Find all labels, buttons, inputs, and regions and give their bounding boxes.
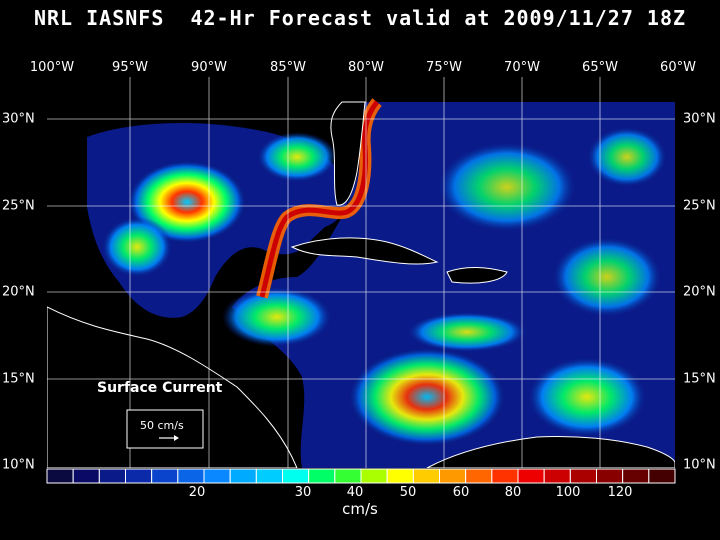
graticule	[47, 77, 675, 468]
lat-label-25n-left: 25°N	[2, 198, 35, 214]
colorbar-swatch	[412, 468, 441, 484]
cb-tick-40: 40	[346, 485, 364, 500]
cb-tick-100: 100	[555, 485, 581, 500]
colorbar-swatch	[177, 468, 205, 484]
colorbar-swatch	[255, 468, 284, 484]
cb-tick-30: 30	[294, 485, 312, 500]
colorbar-tick-labels: 20 30 40 50 60 80 100 120	[0, 485, 720, 501]
cb-tick-50: 50	[399, 485, 417, 500]
south-america-coast	[426, 435, 676, 469]
cb-tick-120: 120	[607, 485, 633, 500]
lat-label-10n-right: 10°N	[683, 457, 716, 473]
colorbar	[46, 468, 676, 484]
lon-label-80w: 80°W	[348, 60, 384, 75]
cb-tick-80: 80	[504, 485, 522, 500]
colorbar-swatch	[334, 468, 362, 484]
colorbar-swatch	[98, 468, 127, 484]
lat-label-25n-right: 25°N	[683, 198, 716, 214]
colorbar-swatch	[308, 468, 336, 484]
hispaniola	[446, 267, 508, 284]
colorbar-swatch	[622, 468, 650, 484]
florida-peninsula	[330, 101, 366, 206]
colorbar-swatch	[439, 468, 467, 484]
lon-label-60w: 60°W	[660, 60, 696, 75]
lat-label-10n-left: 10°N	[2, 457, 35, 473]
lat-label-20n-right: 20°N	[683, 284, 716, 300]
colorbar-swatch	[386, 468, 414, 484]
colorbar-swatch	[72, 468, 100, 484]
caribbean-eddy	[347, 347, 507, 447]
colorbar-swatch	[543, 468, 571, 484]
lon-label-85w: 85°W	[270, 60, 306, 75]
current-speed-map: Surface Current 50 cm/s	[46, 77, 676, 469]
colorbar-swatch	[125, 468, 153, 484]
central-america	[46, 306, 298, 469]
lon-label-90w: 90°W	[191, 60, 227, 75]
lat-label-20n-left: 20°N	[2, 284, 35, 300]
lon-label-95w: 95°W	[112, 60, 148, 75]
colorbar-swatch	[151, 468, 179, 484]
lat-label-15n-right: 15°N	[683, 371, 716, 387]
colorbar-swatch	[203, 468, 231, 484]
lat-label-30n-right: 30°N	[683, 111, 716, 127]
lon-label-70w: 70°W	[504, 60, 540, 75]
reference-vector-box	[126, 409, 204, 449]
page-title: NRL IASNFS 42-Hr Forecast valid at 2009/…	[33, 6, 687, 30]
legend-field-label: Surface Current	[97, 380, 223, 396]
lon-label-100w: 100°W	[29, 60, 75, 75]
lon-label-75w: 75°W	[426, 60, 462, 75]
colorbar-swatch	[596, 468, 624, 484]
colorbar-swatch	[648, 468, 676, 484]
colorbar-swatch	[517, 468, 545, 484]
cb-tick-60: 60	[452, 485, 470, 500]
reference-vector-label: 50 cm/s	[140, 419, 184, 432]
colorbar-swatch	[360, 468, 388, 484]
cb-tick-20: 20	[188, 485, 206, 500]
colorbar-units: cm/s	[342, 500, 378, 518]
colorbar-swatch	[46, 468, 74, 484]
colorbar-swatch	[465, 468, 493, 484]
cuba	[290, 237, 439, 265]
colorbar-swatch	[491, 468, 519, 484]
colorbar-swatch	[569, 468, 597, 484]
colorbar-swatch	[229, 468, 257, 484]
lon-label-65w: 65°W	[582, 60, 618, 75]
colorbar-swatch	[282, 468, 310, 484]
map-svg: Surface Current 50 cm/s	[46, 77, 676, 469]
lat-label-30n-left: 30°N	[2, 111, 35, 127]
lat-label-15n-left: 15°N	[2, 371, 35, 387]
